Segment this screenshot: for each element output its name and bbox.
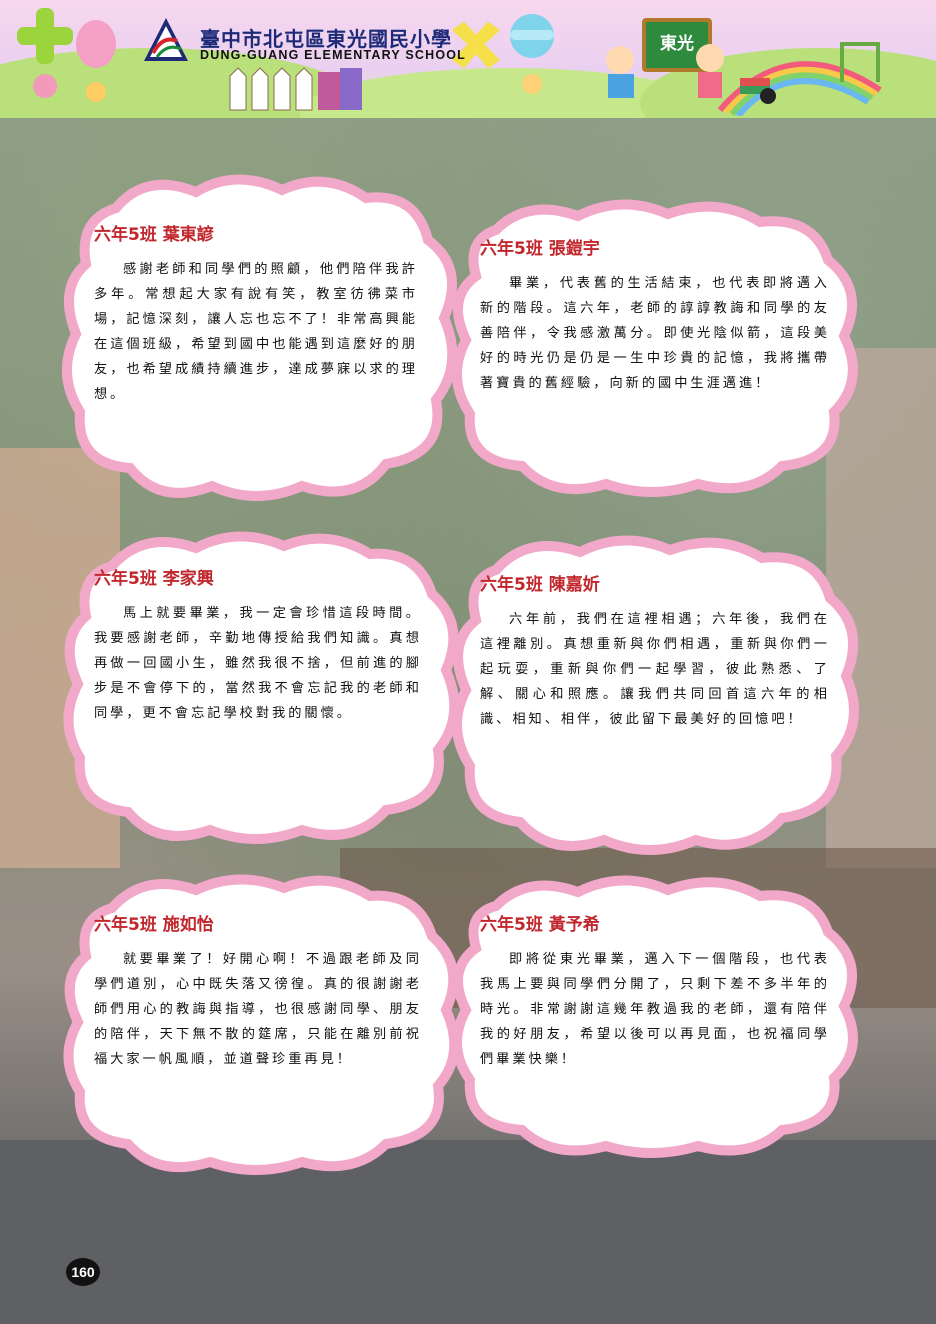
message-text: 六年前，我們在這裡相遇；六年後，我們在這裡離別。真想重新與你們相遇，重新與你們一… <box>480 612 830 727</box>
school-logo-icon <box>144 18 188 61</box>
children-rainbow-decoration-icon <box>606 42 882 116</box>
message-text: 感謝老師和同學們的照顧，他們陪伴我許多年。常想起大家有說有笑，教室彷彿菜市場，記… <box>94 262 418 402</box>
message-cloud: 六年5班 葉東諺 感謝老師和同學們的照顧，他們陪伴我許多年。常想起大家有說有笑，… <box>56 168 468 506</box>
message-cloud: 六年5班 黃予希 即將從東光畢業，邁入下一個階段，也代表我馬上要與同學們分開了，… <box>442 870 870 1160</box>
cloud-shape-icon <box>452 535 859 855</box>
message-text: 即將從東光畢業，邁入下一個階段，也代表我馬上要與同學們分開了，只剩下差不多半年的… <box>480 952 830 1067</box>
student-name: 六年5班 陳嘉妡 <box>480 575 600 595</box>
cloud-shape-icon <box>63 531 460 844</box>
message-cloud: 六年5班 張鎧宇 畢業，代表舊的生活結束，也代表即將邁入新的階段。這六年，老師的… <box>442 194 870 500</box>
message-text: 馬上就要畢業，我一定會珍惜這段時間。我要感謝老師，辛勤地傳授給我們知識。真想再做… <box>94 606 422 721</box>
message-text: 就要畢業了！好開心啊！不過跟老師及同學們道別，心中既失落又徬徨。真的很謝謝老師們… <box>94 952 422 1067</box>
cloud-shape-icon <box>452 199 858 497</box>
student-name: 六年5班 施如怡 <box>94 915 214 935</box>
school-name-cn: 臺中市北屯區東光國民小學 <box>200 27 452 51</box>
student-name: 六年5班 張鎧宇 <box>480 239 600 259</box>
message-cloud: 六年5班 施如怡 就要畢業了！好開心啊！不過跟老師及同學們道別，心中既失落又徬徨… <box>56 868 468 1178</box>
page-number: 160 <box>66 1258 100 1286</box>
message-text: 畢業，代表舊的生活結束，也代表即將邁入新的階段。這六年，老師的諄諄教誨和同學的友… <box>480 276 830 391</box>
balloon-decoration-icon <box>17 8 116 102</box>
page-header: 臺中市北屯區東光國民小學 DUNG-GUANG ELEMENTARY SCHOO… <box>0 0 936 118</box>
balloon-decoration-icon <box>452 14 554 94</box>
student-name: 六年5班 李家興 <box>94 569 214 589</box>
school-name-en: DUNG-GUANG ELEMENTARY SCHOOL <box>200 48 467 62</box>
message-cloud: 六年5班 李家興 馬上就要畢業，我一定會珍惜這段時間。我要感謝老師，辛勤地傳授給… <box>56 524 468 848</box>
fence-decoration-icon <box>229 67 362 111</box>
student-name: 六年5班 葉東諺 <box>94 225 214 245</box>
message-cloud: 六年5班 陳嘉妡 六年前，我們在這裡相遇；六年後，我們在這裡離別。真想重新與你們… <box>442 530 870 860</box>
cloud-shape-icon <box>451 875 858 1158</box>
student-name: 六年5班 黃予希 <box>480 915 600 935</box>
road <box>0 1140 936 1324</box>
cloud-shape-icon <box>63 874 460 1175</box>
cloud-shape-icon <box>62 174 458 501</box>
